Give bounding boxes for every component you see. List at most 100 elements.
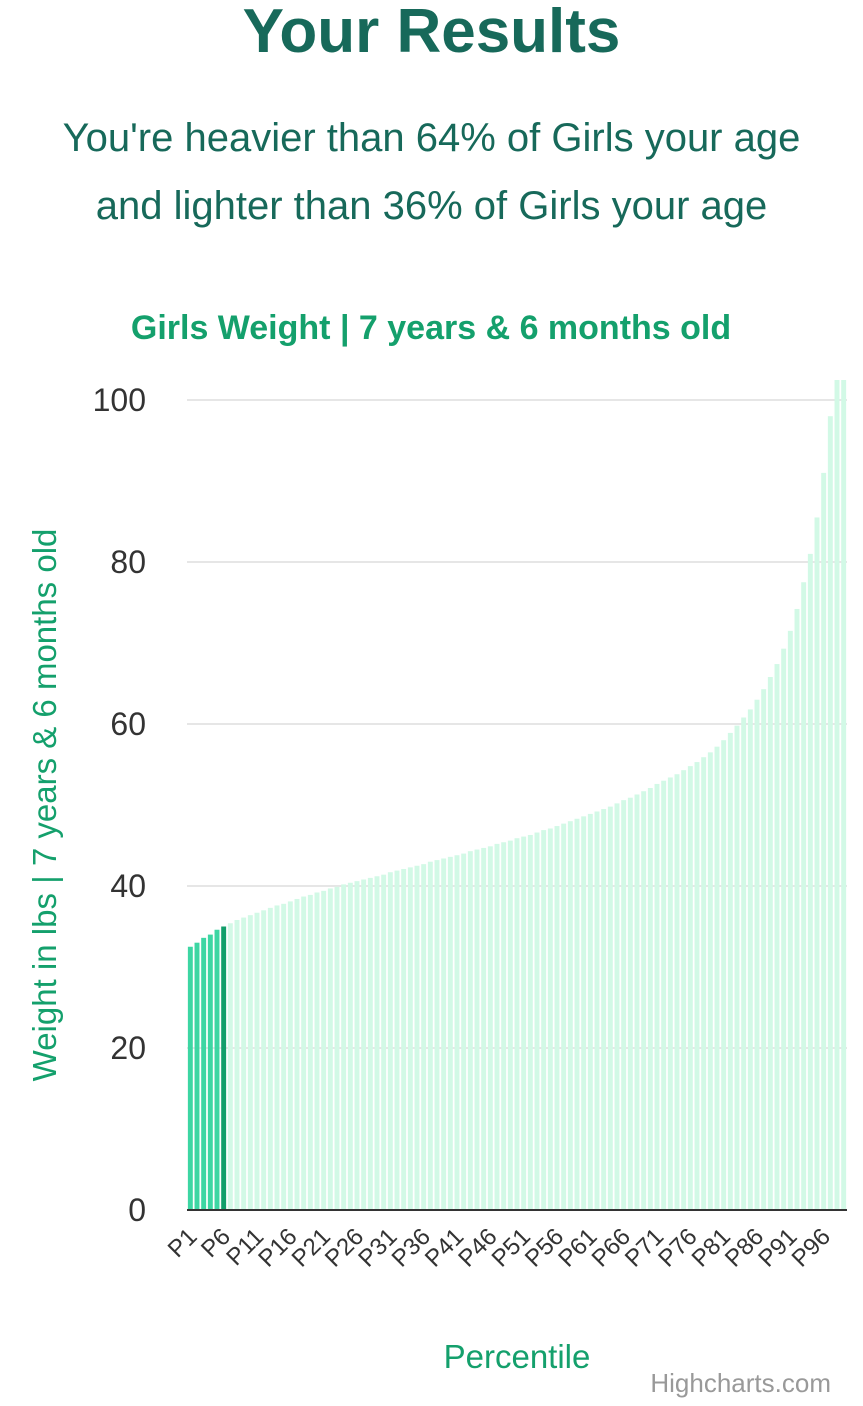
- bar-p75[interactable]: [681, 770, 687, 1210]
- bar-p93[interactable]: [801, 582, 807, 1210]
- bar-p89[interactable]: [774, 664, 780, 1210]
- bar-p62[interactable]: [594, 811, 600, 1210]
- bar-p6[interactable]: [221, 926, 227, 1211]
- bar-p29[interactable]: [374, 876, 380, 1210]
- bar-p30[interactable]: [381, 874, 387, 1210]
- bar-p20[interactable]: [314, 892, 320, 1210]
- bar-p77[interactable]: [694, 762, 700, 1210]
- bar-p21[interactable]: [321, 890, 327, 1210]
- bar-p70[interactable]: [647, 787, 653, 1210]
- bar-p68[interactable]: [634, 794, 640, 1210]
- bar-p97[interactable]: [827, 416, 833, 1210]
- bar-p2[interactable]: [194, 942, 200, 1210]
- bar-p39[interactable]: [441, 858, 447, 1210]
- bar-p85[interactable]: [747, 709, 753, 1210]
- bar-p41[interactable]: [454, 855, 460, 1210]
- bar-p81[interactable]: [721, 740, 727, 1210]
- bar-p90[interactable]: [781, 648, 787, 1210]
- bar-p92[interactable]: [794, 608, 800, 1210]
- bar-p64[interactable]: [607, 806, 613, 1210]
- bar-p55[interactable]: [547, 828, 553, 1210]
- bar-p14[interactable]: [274, 905, 280, 1210]
- bar-p98[interactable]: [834, 343, 840, 1210]
- bar-p9[interactable]: [241, 917, 247, 1210]
- bar-p57[interactable]: [561, 823, 567, 1210]
- bar-p82[interactable]: [727, 732, 733, 1210]
- bar-p17[interactable]: [294, 898, 300, 1210]
- bar-p12[interactable]: [261, 910, 267, 1210]
- bar-p42[interactable]: [461, 853, 467, 1210]
- bar-p48[interactable]: [501, 842, 507, 1210]
- bar-p40[interactable]: [447, 856, 453, 1210]
- bar-p10[interactable]: [247, 915, 253, 1210]
- bar-p91[interactable]: [787, 630, 793, 1210]
- bar-p78[interactable]: [701, 757, 707, 1210]
- bar-p53[interactable]: [534, 832, 540, 1210]
- bar-p31[interactable]: [387, 872, 393, 1210]
- bar-p83[interactable]: [734, 725, 740, 1210]
- bar-p22[interactable]: [327, 888, 333, 1210]
- bar-p32[interactable]: [394, 870, 400, 1210]
- bar-p60[interactable]: [581, 816, 587, 1210]
- bar-p71[interactable]: [654, 783, 660, 1210]
- bar-p52[interactable]: [527, 834, 533, 1210]
- bar-p56[interactable]: [554, 826, 560, 1210]
- bar-p79[interactable]: [707, 752, 713, 1210]
- bar-p88[interactable]: [767, 677, 773, 1210]
- bar-p7[interactable]: [227, 923, 233, 1210]
- bar-p4[interactable]: [207, 934, 213, 1210]
- bar-p84[interactable]: [741, 717, 747, 1210]
- bar-p28[interactable]: [367, 877, 373, 1210]
- bar-p49[interactable]: [507, 840, 513, 1210]
- bar-p80[interactable]: [714, 746, 720, 1210]
- bar-p23[interactable]: [334, 886, 340, 1210]
- bar-p96[interactable]: [821, 472, 827, 1210]
- bar-p25[interactable]: [347, 882, 353, 1210]
- bar-p59[interactable]: [574, 818, 580, 1210]
- bar-p34[interactable]: [407, 867, 413, 1210]
- bar-p3[interactable]: [201, 937, 207, 1210]
- bar-p67[interactable]: [627, 797, 633, 1210]
- bar-p11[interactable]: [254, 912, 260, 1210]
- bar-p63[interactable]: [601, 809, 607, 1210]
- bar-p76[interactable]: [687, 766, 693, 1210]
- bar-p58[interactable]: [567, 821, 573, 1210]
- bar-p50[interactable]: [514, 838, 520, 1210]
- bar-p16[interactable]: [287, 901, 293, 1210]
- bar-p66[interactable]: [621, 800, 627, 1210]
- bar-p15[interactable]: [281, 903, 287, 1210]
- bar-p26[interactable]: [354, 881, 360, 1210]
- bar-p74[interactable]: [674, 774, 680, 1210]
- bar-p13[interactable]: [267, 907, 273, 1210]
- bar-p87[interactable]: [761, 689, 767, 1210]
- bar-p37[interactable]: [427, 861, 433, 1210]
- bar-p35[interactable]: [414, 865, 420, 1210]
- bar-p43[interactable]: [467, 851, 473, 1210]
- bar-p38[interactable]: [434, 860, 440, 1210]
- bar-p95[interactable]: [814, 517, 820, 1210]
- bar-p1[interactable]: [187, 946, 193, 1210]
- bar-p69[interactable]: [641, 791, 647, 1210]
- chart-credits[interactable]: Highcharts.com: [650, 1368, 831, 1398]
- bar-p44[interactable]: [474, 849, 480, 1210]
- bar-p65[interactable]: [614, 803, 620, 1210]
- bar-p99[interactable]: [841, 290, 847, 1210]
- bar-p5[interactable]: [214, 929, 220, 1210]
- bar-p51[interactable]: [521, 836, 527, 1210]
- bar-p27[interactable]: [361, 879, 367, 1210]
- bar-p24[interactable]: [341, 884, 347, 1210]
- bar-p36[interactable]: [421, 864, 427, 1210]
- bar-p45[interactable]: [481, 847, 487, 1210]
- bar-p19[interactable]: [307, 894, 313, 1210]
- bar-p73[interactable]: [667, 777, 673, 1210]
- bar-p94[interactable]: [807, 553, 813, 1210]
- bar-p54[interactable]: [541, 830, 547, 1210]
- bar-p8[interactable]: [234, 920, 240, 1210]
- bar-p61[interactable]: [587, 813, 593, 1210]
- bar-p33[interactable]: [401, 868, 407, 1210]
- bar-p46[interactable]: [487, 846, 493, 1210]
- bar-p47[interactable]: [494, 843, 500, 1210]
- bar-p72[interactable]: [661, 780, 667, 1210]
- bar-p86[interactable]: [754, 699, 760, 1210]
- bar-p18[interactable]: [301, 896, 307, 1210]
